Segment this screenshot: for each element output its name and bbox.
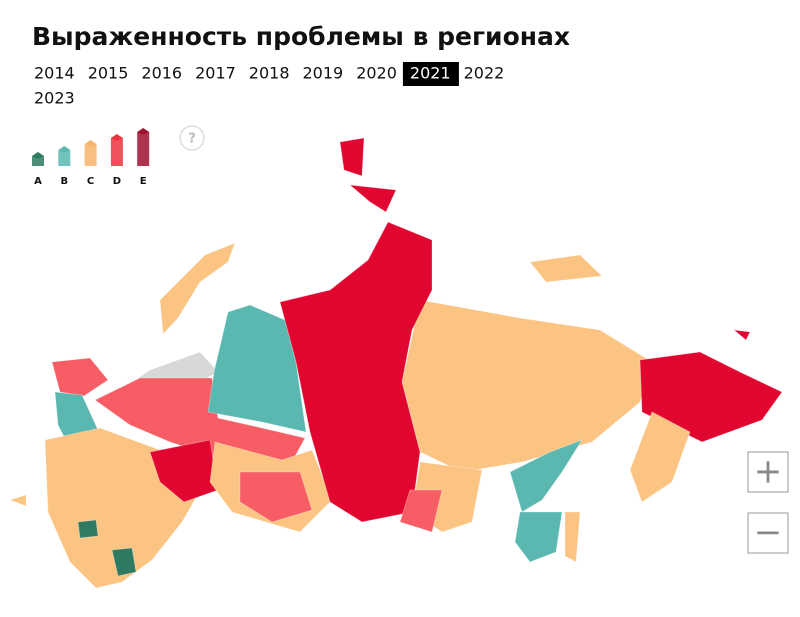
legend-icon-top [32, 152, 44, 159]
help-circle[interactable] [179, 125, 205, 151]
region [732, 329, 751, 341]
help-button[interactable]: ? [179, 125, 205, 151]
region [51, 357, 109, 397]
zoom-in-label[interactable]: + [754, 452, 783, 492]
legend: A B C D E [32, 128, 150, 187]
region [111, 547, 137, 577]
zoom-out-box[interactable] [747, 512, 789, 554]
zoom-out-button[interactable]: − [747, 512, 789, 554]
legend-label: B [60, 176, 68, 187]
title: Выраженность проблемы в регионах [32, 22, 570, 51]
year-option[interactable]: 2019 [303, 64, 344, 83]
help-label[interactable]: ? [188, 132, 196, 147]
zoom-out-label[interactable]: − [754, 513, 783, 553]
year-option[interactable]: 2020 [356, 64, 397, 83]
region [239, 471, 313, 523]
region [77, 519, 99, 539]
year-option[interactable]: 2017 [195, 64, 236, 83]
region [629, 411, 691, 503]
region [401, 299, 653, 473]
year-option[interactable]: 2022 [464, 64, 505, 83]
map [8, 137, 783, 589]
region [529, 254, 603, 283]
legend-icon [58, 150, 71, 166]
year-selector: 2014 2015 2016 2017 2018 2019 2020 2021 2022 2023 [34, 62, 504, 108]
year-option[interactable]: 2016 [141, 64, 182, 83]
year-option[interactable]: 2015 [88, 64, 129, 83]
legend-icon-top [137, 128, 150, 135]
legend-icon [84, 144, 97, 166]
year-option[interactable]: 2023 [34, 89, 75, 108]
legend-icon [137, 132, 150, 166]
legend-icon-top [84, 140, 97, 147]
year-option[interactable]: 2021 [410, 64, 451, 83]
region [94, 377, 306, 463]
region [207, 304, 307, 433]
legend-icon [32, 156, 44, 166]
year-option[interactable]: 2018 [249, 64, 290, 83]
legend-label: C [87, 176, 94, 187]
region [339, 137, 365, 177]
legend-icon [110, 138, 123, 166]
legend-icon-top [58, 146, 71, 153]
region [159, 242, 236, 335]
legend-label: D [113, 176, 121, 187]
legend-icon-top [110, 134, 123, 141]
region [279, 221, 433, 523]
region [149, 439, 219, 503]
region [348, 184, 397, 213]
region [564, 511, 581, 563]
region [399, 489, 443, 533]
year-active-bg[interactable] [402, 62, 459, 86]
zoom-in-box[interactable] [747, 451, 789, 493]
zoom-in-button[interactable]: + [747, 451, 789, 493]
legend-label: E [140, 176, 147, 187]
region [514, 511, 563, 563]
region [8, 494, 27, 507]
year-option[interactable]: 2014 [34, 64, 75, 83]
legend-label: A [34, 176, 42, 187]
